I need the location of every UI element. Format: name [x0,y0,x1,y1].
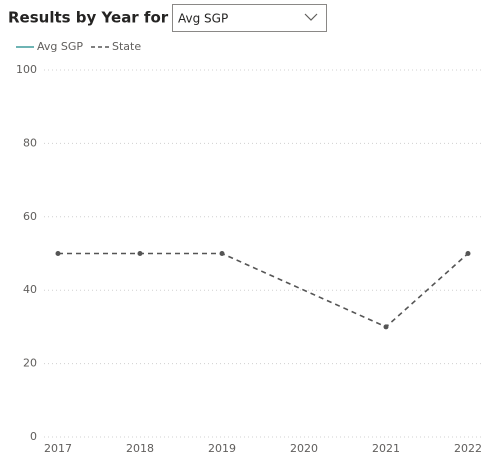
y-tick-label: 100 [16,63,37,76]
y-tick-label: 80 [23,136,37,149]
y-tick-label: 60 [23,210,37,223]
data-point [383,324,389,330]
legend-label: State [112,40,141,53]
legend-label: Avg SGP [37,40,83,53]
data-point [219,251,225,256]
y-tick-label: 20 [23,357,37,370]
dropdown-box[interactable] [172,4,327,32]
x-tick-label: 2017 [44,442,72,455]
y-tick-label: 40 [23,283,37,296]
data-point [137,251,143,256]
x-tick-label: 2022 [454,442,481,455]
x-tick-label: 2018 [126,442,154,455]
data-point [465,251,471,256]
dropdown-value[interactable]: Avg SGP [178,12,228,26]
chart-title: Results by Year for [8,9,169,27]
x-tick-label: 2019 [208,442,236,455]
y-tick-label: 0 [30,430,37,443]
x-tick-label: 2020 [290,442,318,455]
x-tick-label: 2021 [372,442,400,455]
dropdown-chevron[interactable] [304,13,318,21]
data-point [55,251,61,256]
dropdown[interactable]: Avg SGP [172,4,327,32]
